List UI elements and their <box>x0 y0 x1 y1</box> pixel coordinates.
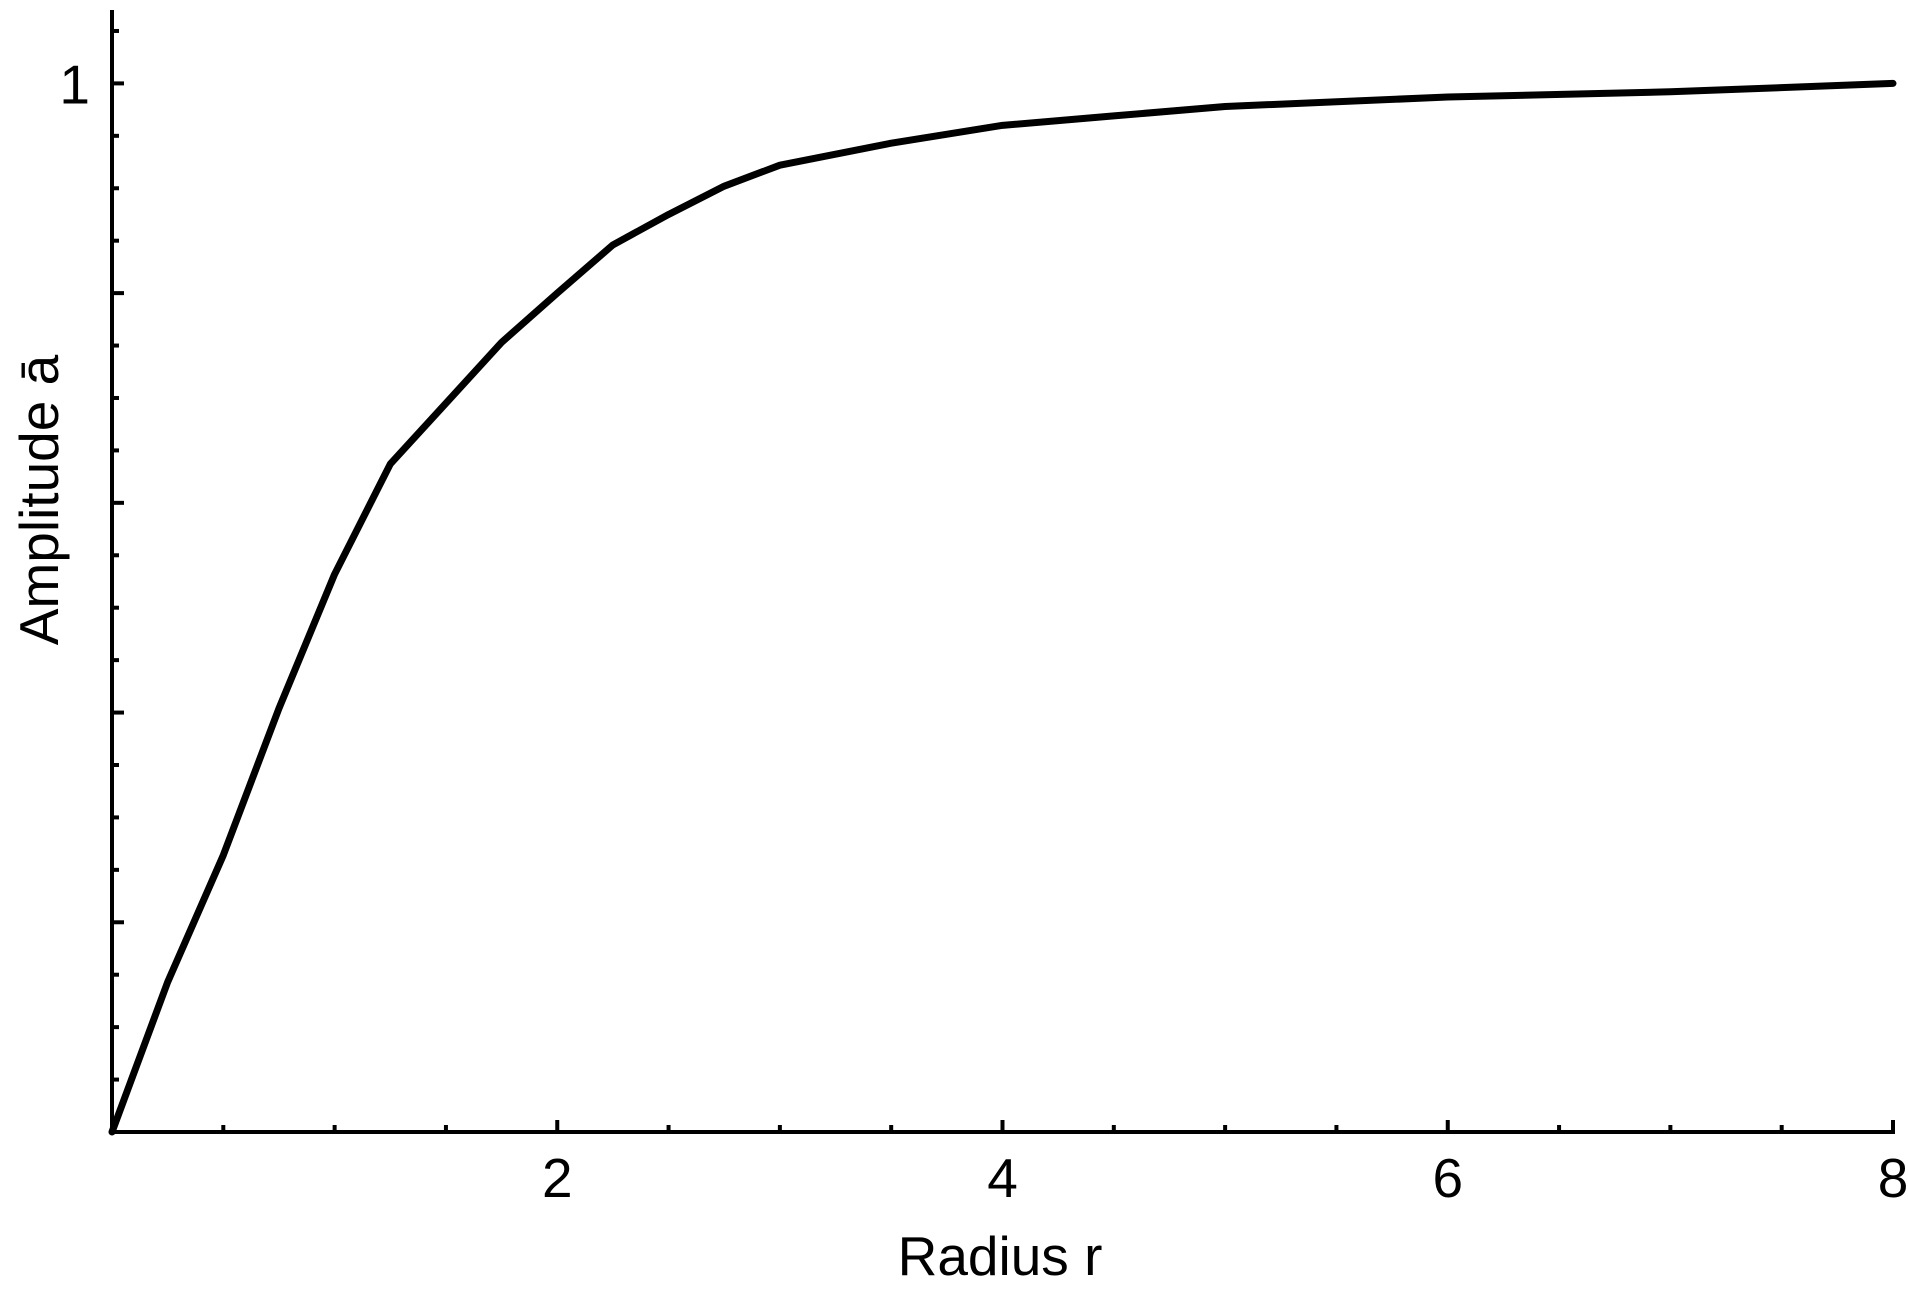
data-line <box>108 79 1897 1136</box>
x-tick-label: 4 <box>987 1147 1018 1209</box>
x-axis-label: Radius r <box>898 1225 1103 1287</box>
y-axis-label: Amplitude ā <box>8 354 70 645</box>
x-tick-label: 8 <box>1878 1147 1908 1209</box>
x-tick-label: 6 <box>1432 1147 1463 1209</box>
x-tick-label: 2 <box>542 1147 573 1209</box>
y-tick-label: 1 <box>59 53 90 115</box>
